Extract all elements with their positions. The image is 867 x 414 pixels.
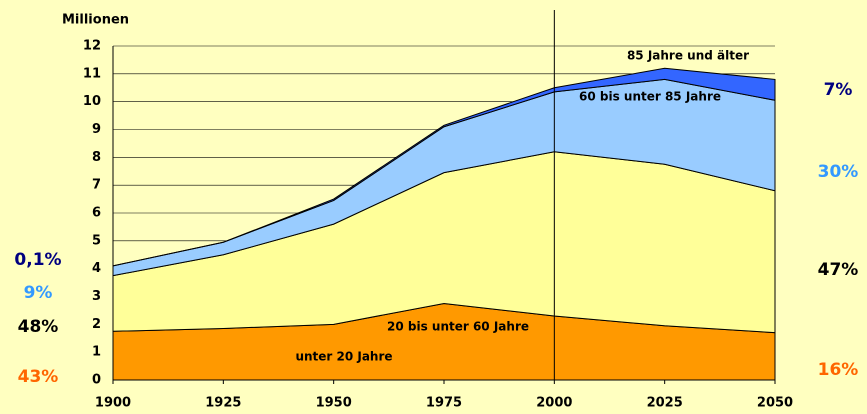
share-label: 47% bbox=[818, 260, 859, 280]
y-tick-label: 0 bbox=[92, 373, 101, 388]
series-label: 85 Jahre und älter bbox=[627, 49, 749, 63]
y-tick-label: 5 bbox=[92, 233, 101, 248]
y-tick-label: 8 bbox=[92, 150, 101, 165]
x-tick-label: 2000 bbox=[536, 396, 572, 411]
share-label: 16% bbox=[818, 360, 859, 380]
y-tick-label: 4 bbox=[92, 261, 101, 276]
x-tick-label: 1975 bbox=[426, 396, 462, 411]
y-tick-label: 7 bbox=[92, 178, 101, 193]
x-tick-label: 1925 bbox=[205, 396, 241, 411]
series-label: 20 bis unter 60 Jahre bbox=[387, 320, 529, 334]
y-tick-label: 12 bbox=[83, 39, 101, 54]
y-tick-label: 1 bbox=[92, 345, 101, 360]
y-axis-label: Millionen bbox=[62, 13, 129, 28]
y-tick-label: 11 bbox=[83, 66, 101, 81]
share-label: 9% bbox=[24, 283, 53, 303]
y-tick-label: 3 bbox=[92, 289, 101, 304]
share-label: 7% bbox=[824, 80, 853, 100]
y-tick-label: 6 bbox=[92, 206, 101, 221]
x-tick-label: 2025 bbox=[647, 396, 683, 411]
share-label: 30% bbox=[818, 162, 859, 182]
x-tick-label: 1950 bbox=[316, 396, 352, 411]
series-label: unter 20 Jahre bbox=[295, 350, 392, 364]
y-tick-label: 10 bbox=[83, 94, 101, 109]
area bbox=[112, 67, 776, 267]
x-tick-label: 1900 bbox=[95, 396, 131, 411]
series-label: 60 bis unter 85 Jahre bbox=[579, 90, 721, 104]
y-tick-label: 9 bbox=[92, 122, 101, 137]
share-label: 0,1% bbox=[14, 250, 61, 270]
x-tick-label: 2050 bbox=[757, 396, 793, 411]
y-tick-label: 2 bbox=[92, 317, 101, 332]
share-label: 48% bbox=[18, 317, 59, 337]
share-label: 43% bbox=[18, 367, 59, 387]
